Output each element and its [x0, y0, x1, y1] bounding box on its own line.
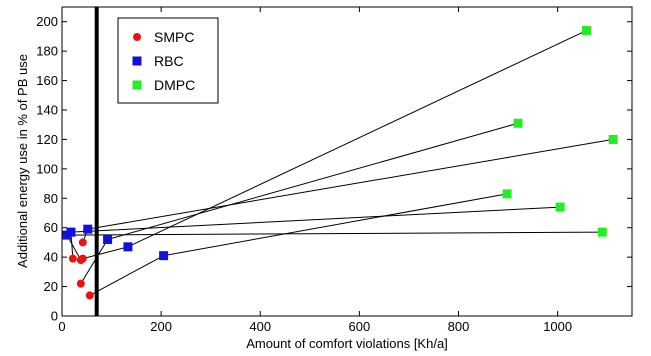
x-tick-label: 1000	[543, 319, 572, 334]
data-point-dmpc	[502, 189, 512, 199]
data-point-rbc	[103, 234, 113, 244]
data-point-dmpc	[581, 26, 591, 36]
legend-items: SMPC RBC DMPC	[132, 29, 195, 93]
connection-line	[89, 255, 164, 296]
data-point-rbc	[66, 227, 76, 237]
data-point-dmpc	[513, 118, 523, 128]
connection-line	[163, 193, 508, 257]
legend-marker-dmpc	[132, 80, 142, 90]
data-point-rbc	[159, 251, 169, 261]
data-point-smpc	[76, 256, 85, 265]
connection-line	[87, 138, 614, 230]
data-point-smpc	[78, 238, 87, 247]
x-tick-label: 800	[448, 319, 470, 334]
y-tick-label: 200	[36, 14, 58, 29]
data-point-smpc	[76, 279, 85, 288]
y-tick-label: 80	[44, 191, 58, 206]
legend: SMPC RBC DMPC	[117, 17, 219, 104]
y-tick-label: 60	[44, 220, 58, 235]
data-point-dmpc	[555, 202, 565, 212]
data-point-rbc	[83, 224, 93, 234]
data-point-dmpc	[608, 134, 618, 144]
data-point-dmpc	[597, 227, 607, 237]
x-axis-label: Amount of comfort violations [Kh/a]	[246, 336, 448, 351]
legend-marker-smpc	[133, 33, 141, 41]
legend-label-smpc: SMPC	[154, 29, 194, 45]
axis-ticks: 0 200 400 600 800 1000 0 20 40 60 80 100 120 140 160 18…	[36, 7, 632, 334]
x-tick-label: 400	[249, 319, 271, 334]
data-point-rbc	[123, 242, 133, 252]
y-tick-label: 100	[36, 161, 58, 176]
y-tick-label: 0	[51, 309, 58, 324]
y-tick-label: 180	[36, 44, 58, 59]
y-tick-label: 40	[44, 250, 58, 265]
connection-line	[80, 239, 109, 284]
y-tick-label: 120	[36, 132, 58, 147]
data-markers	[62, 26, 618, 300]
legend-label-rbc: RBC	[154, 53, 184, 69]
x-tick-label: 600	[349, 319, 371, 334]
y-tick-label: 140	[36, 103, 58, 118]
y-tick-label: 20	[44, 279, 58, 294]
connection-lines	[66, 30, 614, 296]
connection-line	[82, 246, 129, 260]
legend-label-dmpc: DMPC	[154, 77, 195, 93]
connection-line	[66, 231, 603, 236]
data-point-smpc	[68, 254, 77, 263]
legend-marker-rbc	[132, 56, 142, 66]
data-point-smpc	[85, 291, 94, 300]
connection-line	[70, 206, 561, 233]
y-tick-label: 160	[36, 73, 58, 88]
plot-frame	[61, 6, 633, 317]
y-axis-label: Additional energy use in % of PB use	[15, 54, 30, 268]
x-tick-label: 200	[150, 319, 172, 334]
connection-line	[127, 30, 587, 248]
connection-line	[107, 122, 519, 240]
x-tick-label: 0	[58, 319, 65, 334]
